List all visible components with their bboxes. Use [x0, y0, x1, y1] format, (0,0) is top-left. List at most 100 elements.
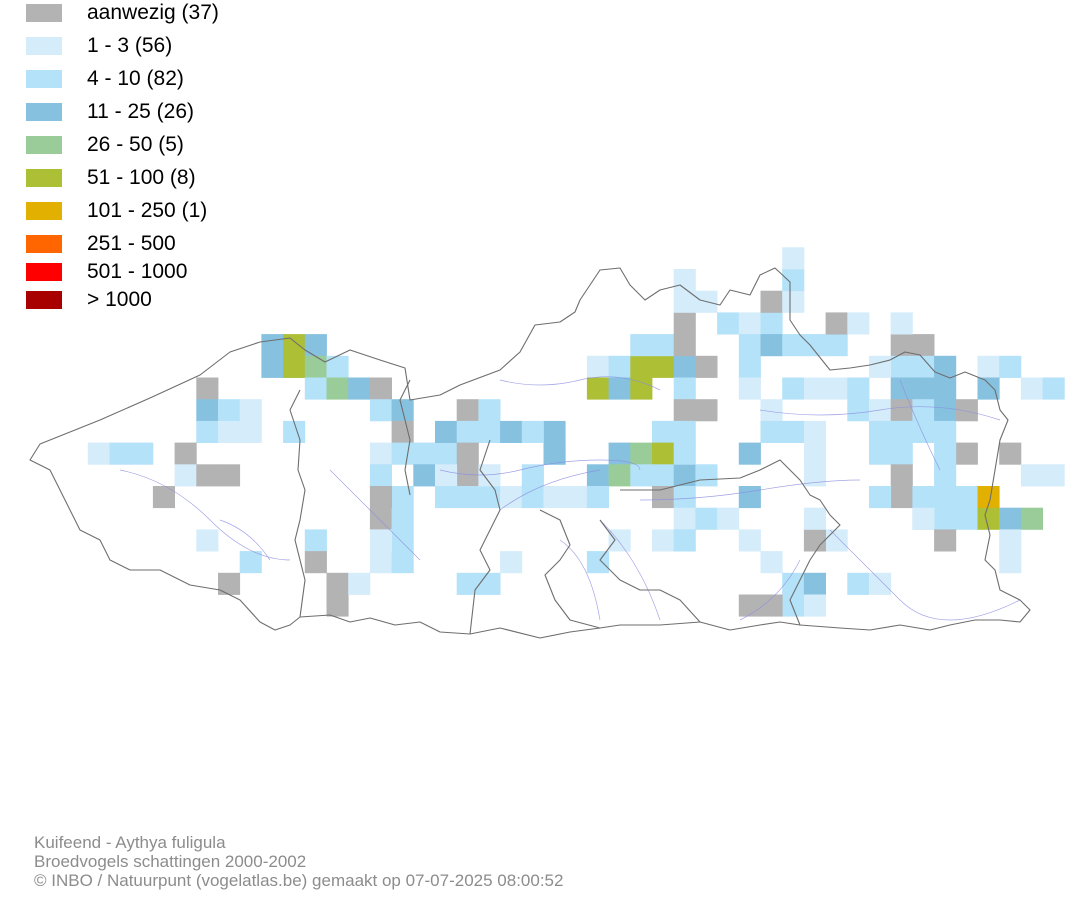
legend-swatch	[26, 70, 62, 88]
grid-cell	[673, 507, 696, 530]
grid-cell	[586, 377, 609, 400]
grid-cell	[738, 377, 761, 400]
province-border	[539, 509, 601, 629]
grid-cell	[977, 377, 1000, 400]
grid-cell	[890, 399, 913, 422]
grid-cell	[652, 442, 675, 465]
legend-label: 101 - 250 (1)	[87, 199, 208, 222]
legend-swatch	[26, 4, 62, 22]
grid-cell	[196, 464, 219, 487]
grid-cell	[1020, 464, 1043, 487]
river-line	[329, 469, 421, 561]
grid-cell	[717, 312, 740, 335]
grid-cell	[586, 551, 609, 574]
grid-cell	[369, 377, 392, 400]
grid-cell	[304, 355, 327, 378]
river-line	[219, 519, 271, 561]
grid-cell	[565, 486, 588, 509]
river-line	[439, 459, 641, 476]
river-line	[119, 469, 291, 561]
grid-cell	[673, 355, 696, 378]
grid-cell	[326, 594, 349, 617]
legend-label: 4 - 10 (82)	[87, 67, 184, 90]
grid-cell	[999, 507, 1022, 530]
grid-cell	[109, 442, 132, 465]
grid-cell	[738, 594, 761, 617]
grid-cell	[934, 399, 957, 422]
grid-cell	[760, 420, 783, 443]
grid-cell	[413, 442, 436, 465]
grid-cell	[934, 486, 957, 509]
legend-item: aanwezig (37)	[26, 0, 326, 26]
grid-cell	[174, 464, 197, 487]
province-border	[469, 439, 501, 635]
grid-cell	[478, 572, 501, 595]
grid-cell	[456, 399, 479, 422]
grid-cell	[369, 486, 392, 509]
grid-cell	[174, 442, 197, 465]
grid-cell	[803, 442, 826, 465]
grid-cell	[934, 355, 957, 378]
grid-cell	[652, 355, 675, 378]
grid-cell	[456, 420, 479, 443]
grid-cell	[673, 529, 696, 552]
grid-cell	[283, 334, 306, 357]
legend-swatch	[26, 202, 62, 220]
grid-cell	[760, 334, 783, 357]
grid-cell	[673, 464, 696, 487]
grid-cell	[695, 355, 718, 378]
grid-cell	[912, 355, 935, 378]
grid-cell	[847, 572, 870, 595]
grid-cell	[999, 355, 1022, 378]
grid-cell	[934, 529, 957, 552]
grid-cell	[435, 486, 458, 509]
grid-cell	[521, 464, 544, 487]
grid-cell	[934, 442, 957, 465]
grid-cell	[326, 355, 349, 378]
grid-cell	[803, 334, 826, 357]
grid-cell	[738, 355, 761, 378]
grid-cell	[131, 442, 154, 465]
grid-cell	[1020, 507, 1043, 530]
grid-cell	[782, 594, 805, 617]
dataset-name: Broedvogels schattingen 2000-2002	[34, 852, 307, 871]
legend-item: > 1000	[26, 287, 326, 313]
legend-label: 26 - 50 (5)	[87, 133, 184, 156]
grid-cell	[1020, 377, 1043, 400]
map-credits: Kuifeend - Aythya fuligula Broedvogels s…	[34, 833, 563, 890]
grid-cell	[586, 355, 609, 378]
grid-cell	[348, 572, 371, 595]
grid-cell	[673, 377, 696, 400]
grid-cell	[261, 355, 284, 378]
grid-cell	[890, 355, 913, 378]
grid-cell	[673, 420, 696, 443]
grid-cell	[782, 269, 805, 292]
grid-cell	[196, 399, 219, 422]
grid-cell	[456, 442, 479, 465]
grid-cell	[890, 464, 913, 487]
grid-cell	[87, 442, 110, 465]
grid-cell	[500, 486, 523, 509]
grid-cell	[435, 420, 458, 443]
grid-cell	[630, 377, 653, 400]
grid-cell	[196, 377, 219, 400]
river-line	[499, 469, 601, 511]
grid-cell	[912, 486, 935, 509]
grid-cell	[890, 377, 913, 400]
grid-cell	[803, 377, 826, 400]
outer-border	[29, 267, 1031, 639]
grid-cell	[478, 464, 501, 487]
grid-cell	[239, 551, 262, 574]
legend-swatch	[26, 169, 62, 187]
grid-cell	[608, 442, 631, 465]
grid-cell	[869, 572, 892, 595]
grid-cell	[890, 442, 913, 465]
grid-cell	[500, 551, 523, 574]
grid-cell	[803, 420, 826, 443]
grid-cell	[586, 486, 609, 509]
province-border	[620, 459, 841, 626]
grid-cell	[326, 377, 349, 400]
grid-cell	[760, 312, 783, 335]
grid-cell	[304, 529, 327, 552]
